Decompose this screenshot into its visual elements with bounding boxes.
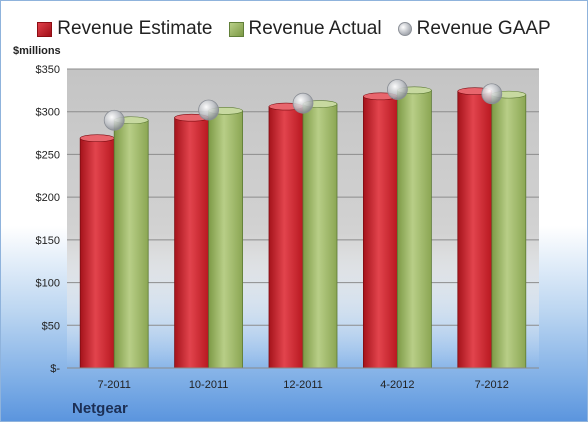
x-tick-label: 7-2011 xyxy=(97,379,130,391)
legend-swatch-actual xyxy=(228,21,244,37)
gaap-markers xyxy=(103,79,503,131)
y-tick-label: $300 xyxy=(36,107,60,119)
legend-item-estimate: Revenue Estimate xyxy=(37,18,213,40)
x-tick-label: 4-2012 xyxy=(380,379,414,391)
y-tick-label: $50 xyxy=(42,320,60,332)
bar-top-revenue-estimate xyxy=(79,134,115,142)
bar-revenue-estimate xyxy=(174,117,210,369)
marker-revenue-gaap xyxy=(198,99,220,121)
y-tick-label: $- xyxy=(50,363,60,375)
legend-label-gaap: Revenue GAAP xyxy=(416,18,551,39)
company-name: Netgear xyxy=(72,400,128,417)
x-tick-label: 12-2011 xyxy=(283,379,323,391)
bar-revenue-estimate xyxy=(457,90,493,369)
y-tick-label: $350 xyxy=(36,64,60,76)
legend-item-actual: Revenue Actual xyxy=(228,18,382,40)
bars xyxy=(79,86,527,369)
legend-label-actual: Revenue Actual xyxy=(248,18,382,39)
y-tick-label: $150 xyxy=(36,235,60,247)
legend-swatch-gaap xyxy=(397,22,412,36)
x-tick-label: 7-2012 xyxy=(475,379,509,391)
bar-revenue-actual xyxy=(113,119,149,369)
marker-revenue-gaap xyxy=(386,79,408,100)
bar-revenue-estimate xyxy=(268,106,304,369)
marker-revenue-gaap xyxy=(292,92,314,114)
bar-revenue-actual xyxy=(208,110,244,369)
bar-revenue-actual xyxy=(396,89,432,369)
x-axis-labels: 7-2011 10-2011 12-2011 4-2012 7-2012 xyxy=(97,379,508,391)
bar-revenue-estimate xyxy=(362,95,398,369)
marker-revenue-gaap xyxy=(103,109,125,131)
bar-revenue-estimate xyxy=(79,137,115,369)
legend-item-gaap: Revenue GAAP xyxy=(397,18,551,40)
marker-revenue-gaap xyxy=(481,83,503,105)
legend-label-estimate: Revenue Estimate xyxy=(57,18,213,39)
x-tick-label: 10-2011 xyxy=(189,379,229,391)
y-tick-label: $100 xyxy=(36,278,60,290)
chart-legend: Revenue Estimate Revenue Actual Revenue … xyxy=(1,16,587,42)
y-axis-labels: $- $50 $100 $150 $200 $250 $300 $350 xyxy=(36,64,61,375)
legend-swatch-estimate xyxy=(37,21,53,37)
y-tick-label: $200 xyxy=(36,192,60,204)
y-unit-label: $millions xyxy=(13,45,61,57)
bar-revenue-actual xyxy=(491,94,527,369)
y-tick-label: $250 xyxy=(36,149,60,161)
bar-revenue-actual xyxy=(302,103,338,369)
